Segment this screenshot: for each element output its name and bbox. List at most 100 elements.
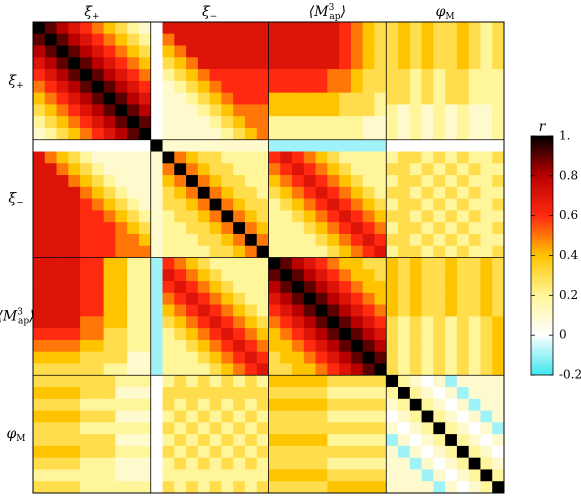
- block-label: φM: [436, 4, 455, 22]
- cell: [327, 116, 340, 129]
- cell: [103, 328, 116, 341]
- cell: [374, 316, 387, 329]
- cell: [91, 481, 105, 494]
- cell: [268, 163, 281, 176]
- cell: [174, 410, 187, 423]
- cell: [33, 257, 46, 270]
- cell: [292, 33, 305, 46]
- cell: [233, 351, 246, 364]
- cell: [103, 92, 116, 105]
- cell: [268, 245, 281, 258]
- cell: [327, 281, 340, 294]
- cell: [456, 210, 470, 223]
- cell: [327, 80, 340, 94]
- cell: [268, 410, 281, 423]
- cell: [91, 339, 105, 353]
- cell: [480, 116, 493, 129]
- cell: [409, 398, 422, 411]
- cell: [456, 375, 470, 388]
- cell: [468, 210, 481, 223]
- cell: [268, 457, 281, 470]
- cell: [492, 292, 505, 305]
- cell: [445, 339, 458, 353]
- cell: [468, 198, 481, 211]
- cell: [433, 398, 446, 411]
- cell: [233, 139, 246, 152]
- cell: [327, 92, 340, 105]
- cell: [303, 69, 316, 82]
- cell: [280, 434, 293, 447]
- cell: [138, 151, 152, 164]
- cell: [421, 80, 434, 94]
- cell: [303, 339, 316, 353]
- cell: [421, 339, 434, 353]
- cell: [386, 57, 399, 70]
- cell: [150, 422, 163, 435]
- cell: [44, 116, 57, 129]
- cell: [492, 398, 505, 411]
- cell: [150, 316, 163, 329]
- cell: [68, 45, 81, 58]
- cell: [433, 316, 446, 329]
- cell: [456, 92, 470, 105]
- cell: [33, 316, 46, 329]
- cell: [56, 104, 69, 117]
- cell: [303, 245, 316, 258]
- cell: [386, 351, 399, 364]
- cell: [209, 151, 222, 164]
- cell: [456, 45, 470, 58]
- cell: [68, 410, 81, 423]
- cell: [138, 481, 152, 494]
- cell: [44, 104, 57, 117]
- cell: [162, 22, 175, 35]
- cell: [468, 410, 481, 423]
- cell: [138, 175, 152, 188]
- cell: [327, 292, 340, 305]
- cell: [327, 445, 340, 459]
- cell: [339, 457, 352, 470]
- cell: [127, 304, 140, 317]
- cell: [303, 457, 316, 470]
- cell: [80, 210, 93, 223]
- cell: [339, 316, 352, 329]
- cell: [68, 339, 81, 353]
- cell: [362, 163, 375, 176]
- cell: [68, 422, 81, 435]
- cell: [362, 233, 375, 247]
- cell: [492, 57, 505, 70]
- cell: [409, 292, 422, 305]
- cell: [292, 198, 305, 211]
- cell: [186, 281, 199, 294]
- cell: [456, 328, 470, 341]
- cell: [174, 186, 187, 200]
- cell: [456, 198, 470, 211]
- cell: [398, 375, 411, 388]
- cell: [327, 457, 340, 470]
- cell: [138, 233, 152, 247]
- cell: [244, 116, 258, 129]
- cell: [327, 104, 340, 117]
- cell: [492, 410, 505, 423]
- cell: [115, 304, 128, 317]
- cell: [150, 410, 163, 423]
- cell: [162, 434, 175, 447]
- cell: [386, 45, 399, 58]
- cell: [421, 398, 434, 411]
- cell: [480, 339, 493, 353]
- cell: [138, 69, 152, 82]
- cell: [303, 422, 316, 435]
- cell: [386, 33, 399, 46]
- cell: [33, 186, 46, 200]
- cell: [44, 292, 57, 305]
- cell: [162, 351, 175, 364]
- cell: [197, 375, 211, 388]
- cell: [221, 351, 234, 364]
- cell: [256, 469, 269, 482]
- cell: [280, 422, 293, 435]
- cell: [468, 163, 481, 176]
- cell: [398, 33, 411, 46]
- cell: [386, 434, 399, 447]
- cell: [56, 481, 69, 494]
- cell: [292, 186, 305, 200]
- cell: [480, 481, 493, 494]
